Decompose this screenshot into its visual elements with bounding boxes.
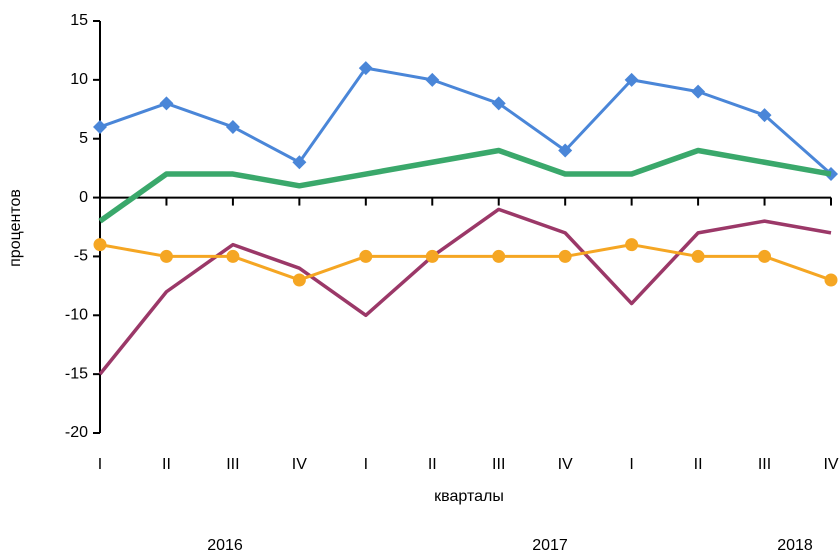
x-tick-label: I	[629, 456, 633, 473]
marker	[93, 119, 107, 134]
x-tick-label: IV	[558, 456, 573, 473]
y-axis-title: процентов	[7, 189, 24, 267]
x-tick-label: III	[492, 456, 505, 473]
x-tick-label: I	[364, 456, 368, 473]
marker	[691, 84, 706, 99]
marker	[159, 96, 174, 111]
marker	[758, 249, 772, 263]
series-line	[98, 147, 832, 224]
marker	[226, 249, 240, 263]
marker	[159, 249, 173, 263]
y-tick-label: 5	[79, 130, 88, 147]
marker	[824, 273, 838, 287]
marker	[691, 249, 705, 263]
y-tick-label: 10	[70, 71, 88, 88]
x-tick-label: III	[226, 456, 239, 473]
y-tick-label: -5	[74, 248, 88, 265]
marker	[558, 249, 572, 263]
marker	[492, 249, 506, 263]
marker	[358, 61, 373, 76]
marker	[225, 119, 240, 134]
year-label: 2017	[532, 537, 568, 554]
marker	[359, 249, 373, 263]
y-tick-label: -10	[65, 307, 88, 324]
marker	[491, 96, 506, 111]
x-axis-title: кварталы	[434, 488, 504, 505]
x-tick-label: I	[98, 456, 102, 473]
x-tick-label: II	[162, 456, 171, 473]
marker	[425, 72, 440, 87]
marker	[292, 155, 307, 170]
year-label: 2018	[777, 537, 813, 554]
x-tick-label: II	[428, 456, 437, 473]
marker	[425, 249, 439, 263]
y-tick-label: 0	[79, 189, 88, 206]
marker	[625, 238, 639, 252]
x-tick-label: IV	[823, 456, 838, 473]
series-line	[98, 207, 832, 376]
series-line	[99, 66, 832, 176]
marker	[292, 273, 306, 287]
y-tick-label: -15	[65, 365, 88, 382]
marker	[93, 238, 107, 252]
marker	[757, 108, 772, 123]
x-tick-label: III	[758, 456, 771, 473]
marker	[558, 143, 573, 158]
marker	[624, 72, 639, 87]
x-tick-label: II	[694, 456, 703, 473]
x-tick-label: IV	[292, 456, 307, 473]
series-line	[99, 243, 832, 282]
y-tick-label: 15	[70, 12, 88, 29]
year-label: 2016	[207, 537, 243, 554]
y-tick-label: -20	[65, 424, 88, 441]
